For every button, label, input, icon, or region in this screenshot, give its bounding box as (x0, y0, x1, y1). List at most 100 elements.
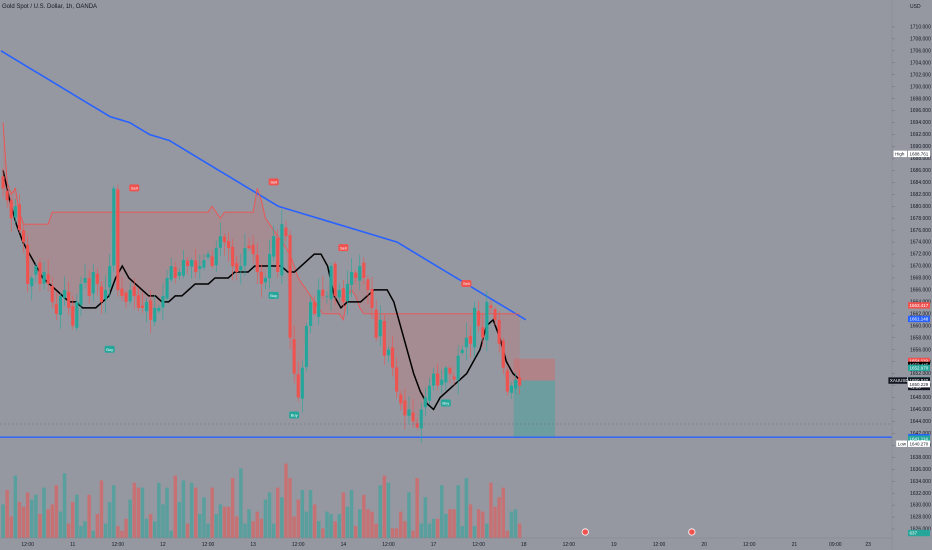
volume-bar (198, 514, 202, 538)
price-tag-box (908, 381, 930, 388)
price-tick-label: 1680.000 (910, 204, 931, 210)
volume-bar (136, 487, 141, 538)
volume-bar (58, 511, 63, 538)
price-tick-label: 1706.000 (910, 48, 931, 54)
volume-bar (362, 494, 366, 538)
price-tag-label-box (893, 150, 907, 158)
candle-body (411, 412, 415, 422)
volume-bar (120, 530, 124, 538)
candle-body (46, 274, 50, 284)
volume-bar (75, 494, 79, 538)
volume-bar (349, 490, 354, 538)
volume-bar (394, 528, 399, 538)
candle-body (108, 266, 112, 288)
volume-bar (427, 523, 432, 538)
volume-bar (148, 514, 153, 538)
price-tick-label: 1656.000 (910, 347, 931, 353)
buy-signal-marker (289, 411, 300, 419)
price-tick-label: 1652.000 (910, 371, 931, 377)
volume-bar (230, 478, 235, 538)
volume-bar (292, 516, 296, 538)
volume-bar (468, 504, 473, 538)
candle-body (95, 273, 99, 284)
volume-bar (17, 502, 22, 538)
buy-signal-marker (104, 345, 115, 353)
candle-body (34, 266, 38, 275)
candle-body (1, 176, 5, 189)
candle-body (432, 373, 436, 386)
candle-body (79, 283, 83, 306)
candle-body (407, 409, 411, 416)
volume-bar (415, 478, 419, 538)
price-tag-box (908, 435, 930, 442)
candle-body (26, 244, 30, 284)
buy-signal-marker (440, 399, 451, 407)
volume-bar (440, 485, 444, 538)
candle-body (317, 289, 321, 317)
candle-body (214, 248, 218, 266)
candle-body (231, 246, 235, 267)
volume-bar (153, 521, 157, 538)
price-tick-label: 1678.000 (910, 216, 931, 222)
price-tag-value: 1641.114 (910, 436, 929, 441)
volume-bar (341, 492, 346, 538)
candle-body (161, 295, 165, 308)
candle-body (247, 245, 251, 249)
price-tick-label: 1704.000 (910, 60, 931, 66)
price-tick-label: 1694.000 (910, 120, 931, 126)
candle-body (321, 289, 325, 296)
candle-body (514, 379, 518, 389)
volume-bar (284, 463, 288, 538)
volume-bar (247, 509, 251, 538)
price-tick-label: 1702.000 (910, 72, 931, 78)
candle-body (452, 376, 456, 380)
candle-body (99, 286, 103, 302)
candle-body (440, 379, 444, 385)
candle-body (505, 370, 509, 392)
volume-bar (116, 526, 120, 538)
economic-event-icon (581, 528, 589, 536)
volume-bar (157, 482, 161, 538)
candle-body (509, 385, 513, 393)
time-tick-label: 11 (70, 542, 75, 548)
candle-body (403, 400, 407, 416)
price-tick-label: 1698.000 (910, 96, 931, 102)
volume-bar (42, 487, 46, 538)
volume-bar (374, 523, 378, 538)
candle-body (464, 337, 468, 348)
volume-bar (83, 521, 87, 538)
price-tick-label: 1644.000 (910, 419, 931, 425)
time-tick-label: 21 (792, 542, 798, 548)
candle-body (218, 236, 222, 248)
volume-bar (99, 480, 104, 538)
time-tick-label: 12:00 (653, 542, 666, 548)
price-tag-box (908, 377, 930, 384)
candle-body (5, 191, 9, 201)
candle-body (337, 289, 341, 298)
volume-bar (5, 490, 9, 538)
sell-signal-marker (461, 279, 472, 287)
price-tag-box (908, 357, 930, 365)
volume-bar (329, 514, 333, 538)
time-tick-label: 12:00 (21, 542, 34, 548)
price-tick-label: 1676.000 (910, 228, 931, 234)
volume-bar (411, 530, 415, 538)
candle-body (239, 266, 243, 271)
candle-body (22, 230, 26, 243)
volume-bar (173, 475, 177, 538)
volume-bar (112, 485, 116, 538)
candle-body (30, 277, 34, 287)
candle-body (181, 260, 185, 276)
volume-bar (34, 494, 38, 538)
volume-bar (165, 487, 169, 538)
volume-bar (448, 509, 452, 538)
candle-body (177, 272, 181, 276)
volume-bar (517, 523, 522, 538)
price-tag-value: 1663.417 (910, 303, 929, 308)
candle-body (345, 283, 349, 301)
candle-body (202, 260, 206, 268)
price-axis[interactable] (892, 0, 932, 550)
sell-signal-label: Sell (463, 281, 470, 286)
